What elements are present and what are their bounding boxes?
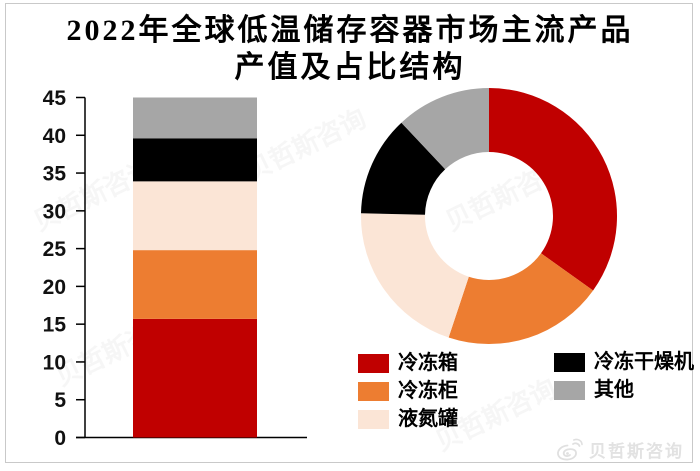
- bar-segment: [133, 250, 257, 319]
- y-tick-label: 5: [54, 389, 66, 412]
- bar-segment: [133, 97, 257, 139]
- legend-swatch-orange: [358, 381, 389, 401]
- legend-swatch-black: [554, 352, 585, 372]
- weibo-icon: [557, 438, 583, 460]
- y-tick-label: 0: [54, 427, 66, 450]
- donut-chart: [360, 88, 618, 345]
- legend-item-freezer-box: 冷冻箱: [358, 353, 458, 373]
- y-tick-label: 10: [43, 351, 66, 374]
- stacked-bar-chart: 0 5 10 15 20 25 30 35 40 45: [43, 88, 307, 450]
- y-tick-label: 30: [43, 200, 66, 223]
- legend-item-freeze-dryer: 冷冻干燥机: [554, 352, 694, 372]
- legend-label: 液氮罐: [398, 408, 458, 430]
- bar-segment: [133, 318, 257, 438]
- donut-slice: [360, 213, 469, 338]
- legend-swatch-gray: [554, 380, 585, 400]
- y-tick-label: 20: [43, 276, 66, 299]
- y-tick-label: 15: [43, 314, 67, 337]
- legend-item-others: 其他: [554, 380, 634, 400]
- corner-watermark-text: 贝哲斯咨询: [589, 442, 684, 461]
- legend-swatch-red: [358, 353, 389, 373]
- y-tick-label: 35: [43, 163, 67, 186]
- y-tick-label: 40: [43, 125, 66, 148]
- legend-label: 冷冻箱: [398, 352, 458, 374]
- chart-title-line2: 产值及占比结构: [234, 51, 466, 84]
- legend-swatch-peach: [358, 409, 389, 429]
- y-tick-label: 25: [43, 238, 67, 261]
- bar-segment: [133, 181, 257, 251]
- legend-item-ln2-tank: 液氮罐: [358, 409, 458, 429]
- legend-label: 冷冻干燥机: [594, 351, 694, 373]
- bar-segment: [133, 138, 257, 182]
- donut-slice: [401, 88, 489, 170]
- y-tick-label: 45: [43, 88, 67, 110]
- chart-title: 2022年全球低温储存容器市场主流产品 产值及占比结构: [0, 12, 700, 86]
- legend-label: 冷冻柜: [398, 380, 458, 402]
- chart-title-line1: 2022年全球低温储存容器市场主流产品: [66, 14, 634, 47]
- donut-slice: [489, 88, 618, 291]
- legend-label: 其他: [594, 379, 634, 401]
- legend-item-freezer-cabinet: 冷冻柜: [358, 381, 458, 401]
- donut-slice: [448, 253, 594, 345]
- donut-slice: [361, 122, 446, 215]
- corner-watermark: 贝哲斯咨询: [556, 437, 684, 462]
